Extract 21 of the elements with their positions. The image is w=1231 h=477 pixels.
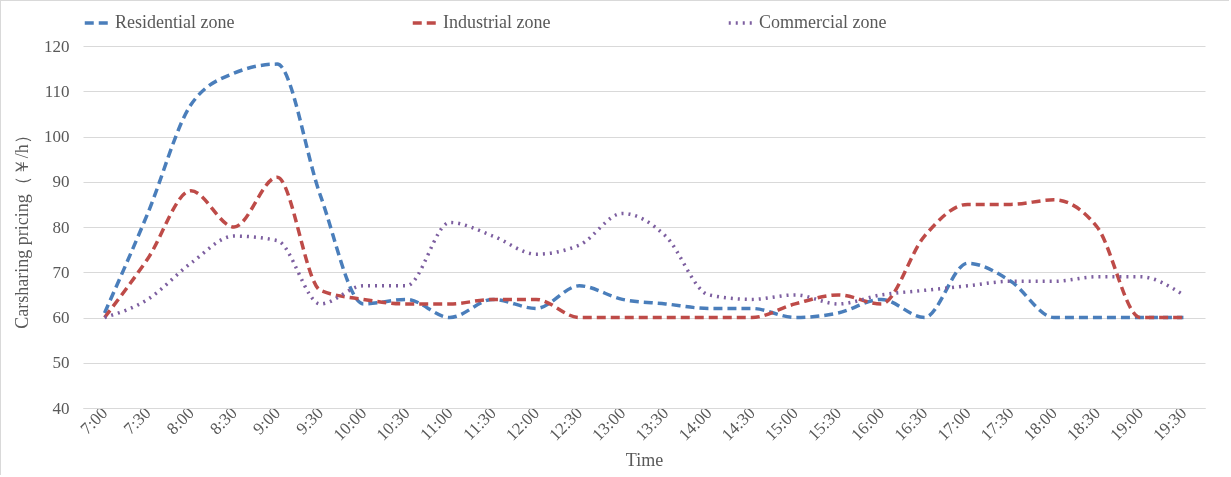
- y-tick-label: 40: [52, 398, 70, 418]
- x-tick-label: 9:00: [249, 403, 285, 439]
- legend-label: Industrial zone: [443, 12, 551, 32]
- y-tick-label: 80: [52, 217, 70, 237]
- y-tick-label: 100: [44, 127, 70, 146]
- y-tick-label: 50: [52, 353, 70, 373]
- x-tick-label: 8:00: [162, 403, 198, 439]
- x-tick-label: 9:30: [292, 403, 328, 439]
- y-tick-label: 60: [52, 308, 70, 327]
- y-tick-label: 120: [44, 36, 70, 56]
- x-tick-label: 7:00: [76, 403, 112, 439]
- y-tick-label: 70: [52, 262, 70, 282]
- x-tick-label: 8:30: [206, 403, 241, 439]
- y-tick-label: 90: [52, 172, 70, 192]
- x-tick-label: 7:30: [119, 403, 155, 439]
- x-axis-title: Time: [625, 449, 664, 470]
- legend-label: Commercial zone: [759, 12, 887, 32]
- line-series: [102, 62, 1186, 320]
- legend-label: Residential zone: [115, 12, 235, 32]
- y-axis-title: Carsharing pricing（￥/h）: [12, 126, 32, 329]
- y-tick-label: 110: [44, 81, 70, 101]
